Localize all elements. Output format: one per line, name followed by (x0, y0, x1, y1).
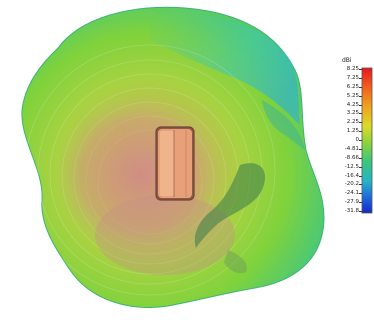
pattern-fold-dark-notch (194, 163, 266, 248)
legend-tick-mark (359, 95, 362, 97)
legend-tick-mark (359, 69, 362, 70)
legend-tick-mark (359, 131, 362, 133)
legend-tick-mark (359, 148, 362, 150)
legend-tick-label: 2.25 (346, 119, 359, 126)
legend-tick-label: 4.25 (346, 101, 359, 108)
legend-color-bar (361, 67, 373, 214)
legend-tick-label: -24.1 (344, 190, 359, 197)
pattern-core-lower-lobe (95, 195, 235, 275)
legend-tick-mark (359, 113, 362, 115)
legend-tick-label: -12.5 (344, 163, 359, 170)
legend-tick-mark (359, 166, 362, 168)
legend-tick-label: -8.66 (344, 154, 359, 161)
legend-tick-label: 0 (355, 137, 360, 143)
legend-tick-label: 8.25 (346, 66, 359, 72)
legend-tick-mark (359, 157, 362, 159)
legend-tick-mark (359, 104, 362, 106)
legend-tick-label: 5.25 (346, 92, 359, 99)
legend-tick-label: 1.25 (346, 128, 359, 135)
legend-tick-label: -4.81 (344, 145, 359, 152)
legend-tick-label: 3.25 (346, 110, 359, 117)
legend-tick-label: -16.4 (344, 172, 359, 179)
legend-tick-mark (359, 193, 362, 195)
legend-tick-label: 7.25 (346, 74, 359, 81)
pattern-upper-cyan-region (150, 9, 300, 126)
legend-tick-label: -27.9 (344, 199, 359, 206)
legend-tick-mark (359, 184, 362, 186)
legend-tick-mark (359, 175, 362, 177)
device-handset (155, 126, 195, 201)
legend-tick-mark (359, 122, 362, 124)
legend-tick-label: 6.25 (346, 83, 359, 90)
legend-tick-mark (359, 86, 362, 88)
pattern-fold-right-edge (262, 100, 305, 150)
legend-tick-mark (359, 140, 362, 141)
legend-tick-label: -20.2 (344, 181, 359, 188)
legend-tick-mark (359, 77, 362, 79)
legend-tick-mark (359, 202, 362, 204)
pattern-fold-lower (224, 250, 247, 274)
legend-tick-mark (359, 211, 362, 212)
legend-unit-label: dBi (342, 57, 352, 64)
legend-tick-label: -31.8 (344, 208, 359, 214)
